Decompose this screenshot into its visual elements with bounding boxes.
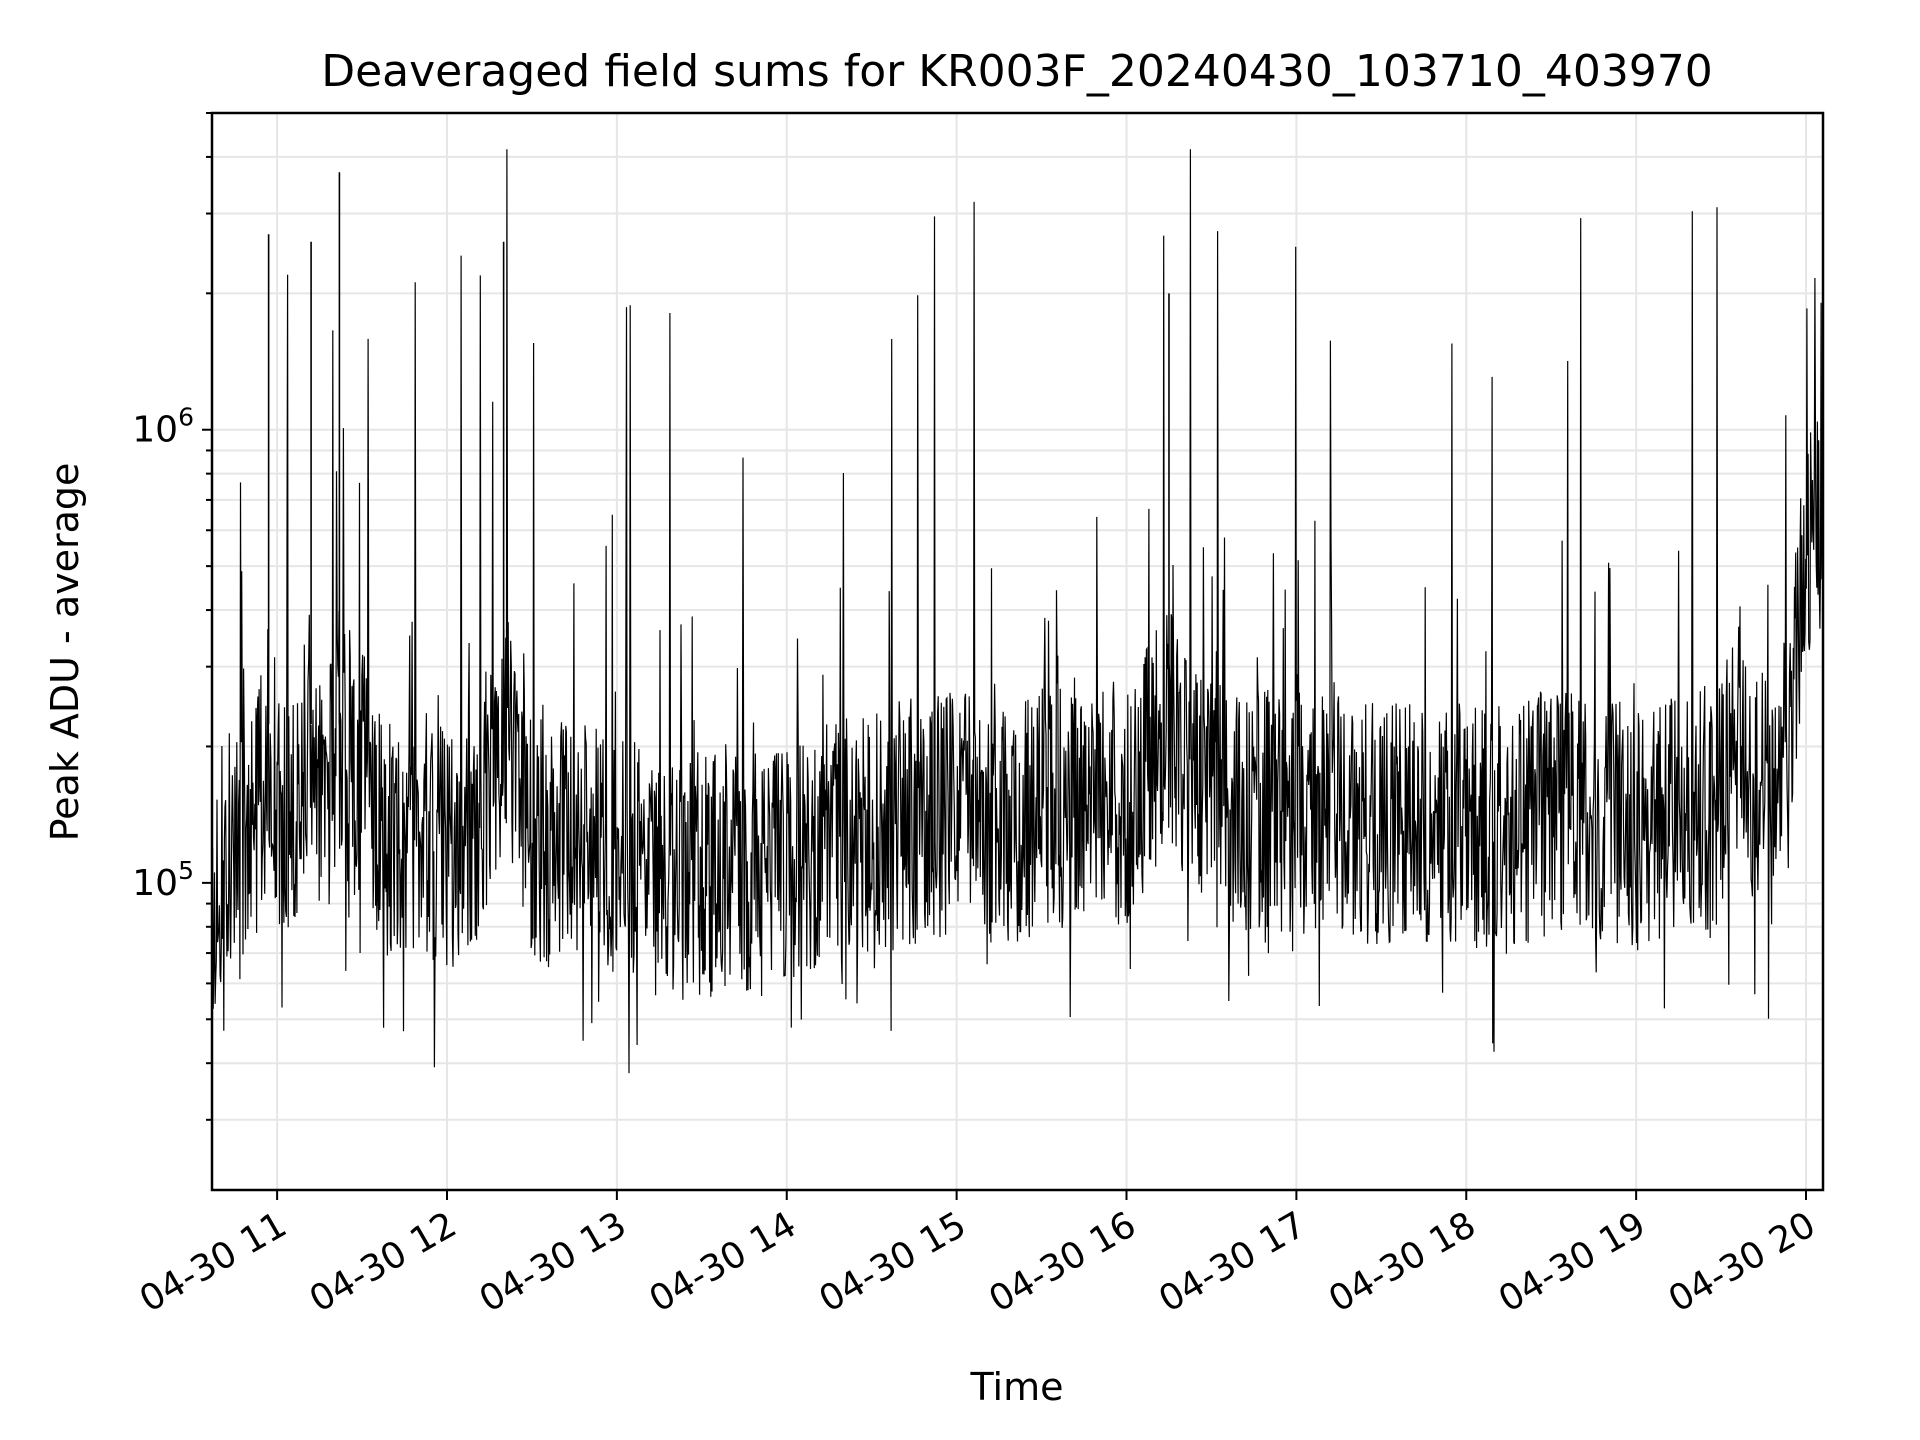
series-line	[211, 149, 1824, 1074]
x-tick-label: 04-30 17	[1152, 1204, 1313, 1320]
x-tick-label: 04-30 16	[982, 1204, 1143, 1320]
y-tick-label: 105	[132, 856, 194, 904]
x-tick-label: 04-30 19	[1492, 1204, 1653, 1320]
chart-title: Deaveraged field sums for KR003F_2024043…	[321, 46, 1713, 97]
x-tick-label: 04-30 18	[1322, 1204, 1483, 1320]
x-axis: 04-30 11 04-30 12 04-30 13 04-30 14 04-30 15…	[133, 1190, 1823, 1321]
series-line-group	[211, 149, 1824, 1074]
y-axis-label: Peak ADU - average	[43, 463, 87, 842]
x-axis-label: Time	[970, 1365, 1064, 1409]
y-tick-label: 106	[132, 403, 194, 451]
x-tick-label: 04-30 20	[1662, 1204, 1823, 1320]
x-tick-label: 04-30 14	[643, 1204, 804, 1320]
x-tick-label: 04-30 13	[473, 1204, 634, 1320]
x-tick-label: 04-30 12	[303, 1204, 464, 1320]
y-axis: 105 106	[132, 112, 212, 1121]
x-tick-label: 04-30 11	[133, 1204, 294, 1320]
x-tick-label: 04-30 15	[812, 1204, 973, 1320]
plot-frame	[210, 111, 1825, 1192]
